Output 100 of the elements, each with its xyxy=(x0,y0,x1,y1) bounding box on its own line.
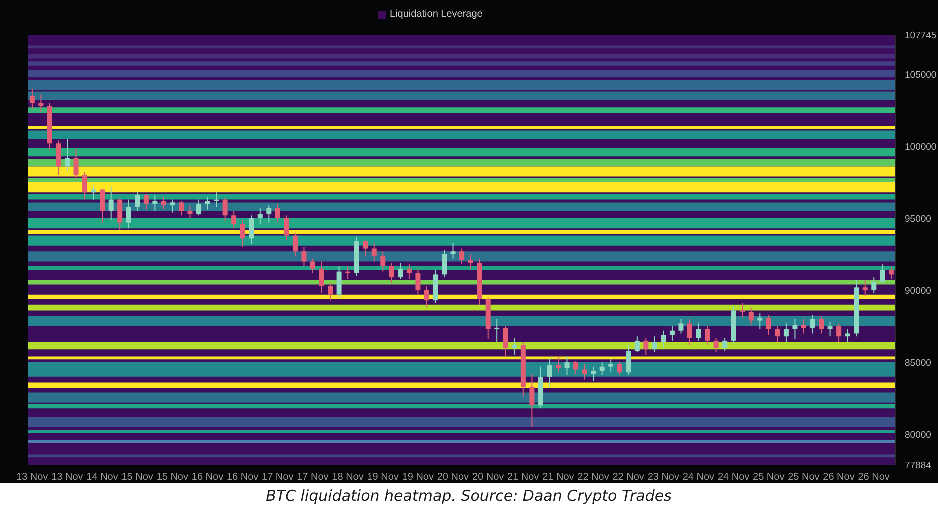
candlestick xyxy=(91,184,96,200)
candlestick xyxy=(336,266,342,298)
candlestick xyxy=(845,328,850,343)
candlestick xyxy=(126,199,132,230)
y-tick-label: 107745 xyxy=(905,30,937,42)
candlestick xyxy=(810,314,816,334)
candlestick xyxy=(530,374,535,428)
candlestick xyxy=(872,277,877,294)
candlestick xyxy=(249,215,254,245)
x-tick-label: 20 Nov xyxy=(472,472,504,484)
candlestick xyxy=(748,307,754,326)
candlestick xyxy=(582,363,588,380)
x-tick-label: 24 Nov xyxy=(682,472,715,484)
candlestick xyxy=(836,323,842,343)
candlestick xyxy=(758,313,763,330)
x-tick-label: 25 Nov xyxy=(788,472,820,484)
y-tick-label: 77884 xyxy=(905,460,932,472)
x-tick-label: 17 Nov xyxy=(262,472,294,484)
candlestick xyxy=(775,326,780,343)
candlestick xyxy=(766,314,772,336)
candlestick xyxy=(722,338,728,352)
candlestick xyxy=(644,338,649,356)
candlestick xyxy=(178,200,184,216)
candlestick xyxy=(152,194,158,212)
candlestick xyxy=(65,138,70,172)
candlestick xyxy=(372,242,377,262)
candlestick xyxy=(319,261,324,294)
candlestick xyxy=(784,323,789,343)
candlestick xyxy=(801,318,806,334)
candlestick xyxy=(302,246,307,267)
candlestick xyxy=(56,140,62,176)
candlestick xyxy=(108,186,114,220)
x-tick-label: 16 Nov xyxy=(192,472,224,484)
candlestick xyxy=(714,338,719,353)
candlestick xyxy=(608,359,614,374)
candlestick xyxy=(284,215,290,241)
x-tick-label: 13 Nov xyxy=(52,472,84,484)
candlestick xyxy=(574,360,579,375)
candlestick xyxy=(82,172,88,200)
candlestick xyxy=(389,262,394,284)
candlestick xyxy=(889,266,894,280)
y-tick-label: 90000 xyxy=(905,286,932,297)
candlestick xyxy=(740,302,746,318)
x-tick-label: 13 Nov xyxy=(16,472,48,484)
candlestick xyxy=(828,322,833,338)
candlestick xyxy=(512,338,518,356)
text: BTC liquidation heatmap. Source: Daan Crypto Trades xyxy=(265,487,673,505)
x-tick-label: 15 Nov xyxy=(156,472,189,484)
candlestick xyxy=(258,208,263,225)
candlestick xyxy=(205,196,210,210)
candlestick xyxy=(424,286,430,308)
candlestick xyxy=(232,210,237,230)
y-tick-label: 95000 xyxy=(905,214,932,225)
candlestick xyxy=(196,199,202,216)
y-tick-label: 80000 xyxy=(905,430,932,441)
candlestick xyxy=(144,194,149,210)
candlestick xyxy=(161,196,166,210)
candlestick xyxy=(135,192,140,212)
candlestick xyxy=(275,204,280,224)
candlestick xyxy=(416,268,421,296)
candlestick xyxy=(696,323,702,342)
candlestick xyxy=(661,330,666,349)
candlestick xyxy=(363,240,368,256)
x-tick-label: 22 Nov xyxy=(578,472,610,484)
candlestick xyxy=(591,366,596,382)
candlestick xyxy=(564,356,570,376)
x-tick-label: 23 Nov xyxy=(648,472,680,484)
candlestick xyxy=(634,336,640,353)
x-tick-label: 26 Nov xyxy=(823,472,855,484)
candlestick xyxy=(792,318,798,340)
y-tick-label: 85000 xyxy=(905,358,932,369)
x-tick-label: 25 Nov xyxy=(753,472,785,484)
candlestick xyxy=(819,316,824,334)
candlestick xyxy=(240,219,246,248)
legend-label: Liquidation Leverage xyxy=(390,9,483,20)
x-tick-label: 22 Nov xyxy=(612,472,644,484)
x-tick-label: 16 Nov xyxy=(226,472,259,484)
y-tick-label: 100000 xyxy=(905,142,937,153)
candlestick xyxy=(547,358,552,388)
candlestick xyxy=(626,344,632,376)
candlestick xyxy=(266,205,272,224)
candlestick xyxy=(30,88,35,110)
candlestick xyxy=(688,318,693,346)
x-tick-label: 17 Nov xyxy=(297,472,329,484)
candlestick xyxy=(460,248,465,266)
x-tick-label: 14 Nov xyxy=(86,472,118,484)
candlestick xyxy=(292,232,298,256)
candlestick xyxy=(170,199,176,214)
candlestick xyxy=(328,282,334,302)
candlestick xyxy=(380,251,386,272)
x-tick-label: 21 Nov xyxy=(508,472,540,484)
candlestick xyxy=(652,336,658,353)
candlestick xyxy=(442,250,448,278)
candlestick xyxy=(862,280,868,297)
x-tick-label: 26 Nov xyxy=(858,472,890,484)
candlestick xyxy=(100,189,106,224)
candlestick xyxy=(118,198,123,231)
candlestick xyxy=(556,356,561,374)
candlestick xyxy=(880,264,886,284)
candlestick xyxy=(617,362,622,376)
